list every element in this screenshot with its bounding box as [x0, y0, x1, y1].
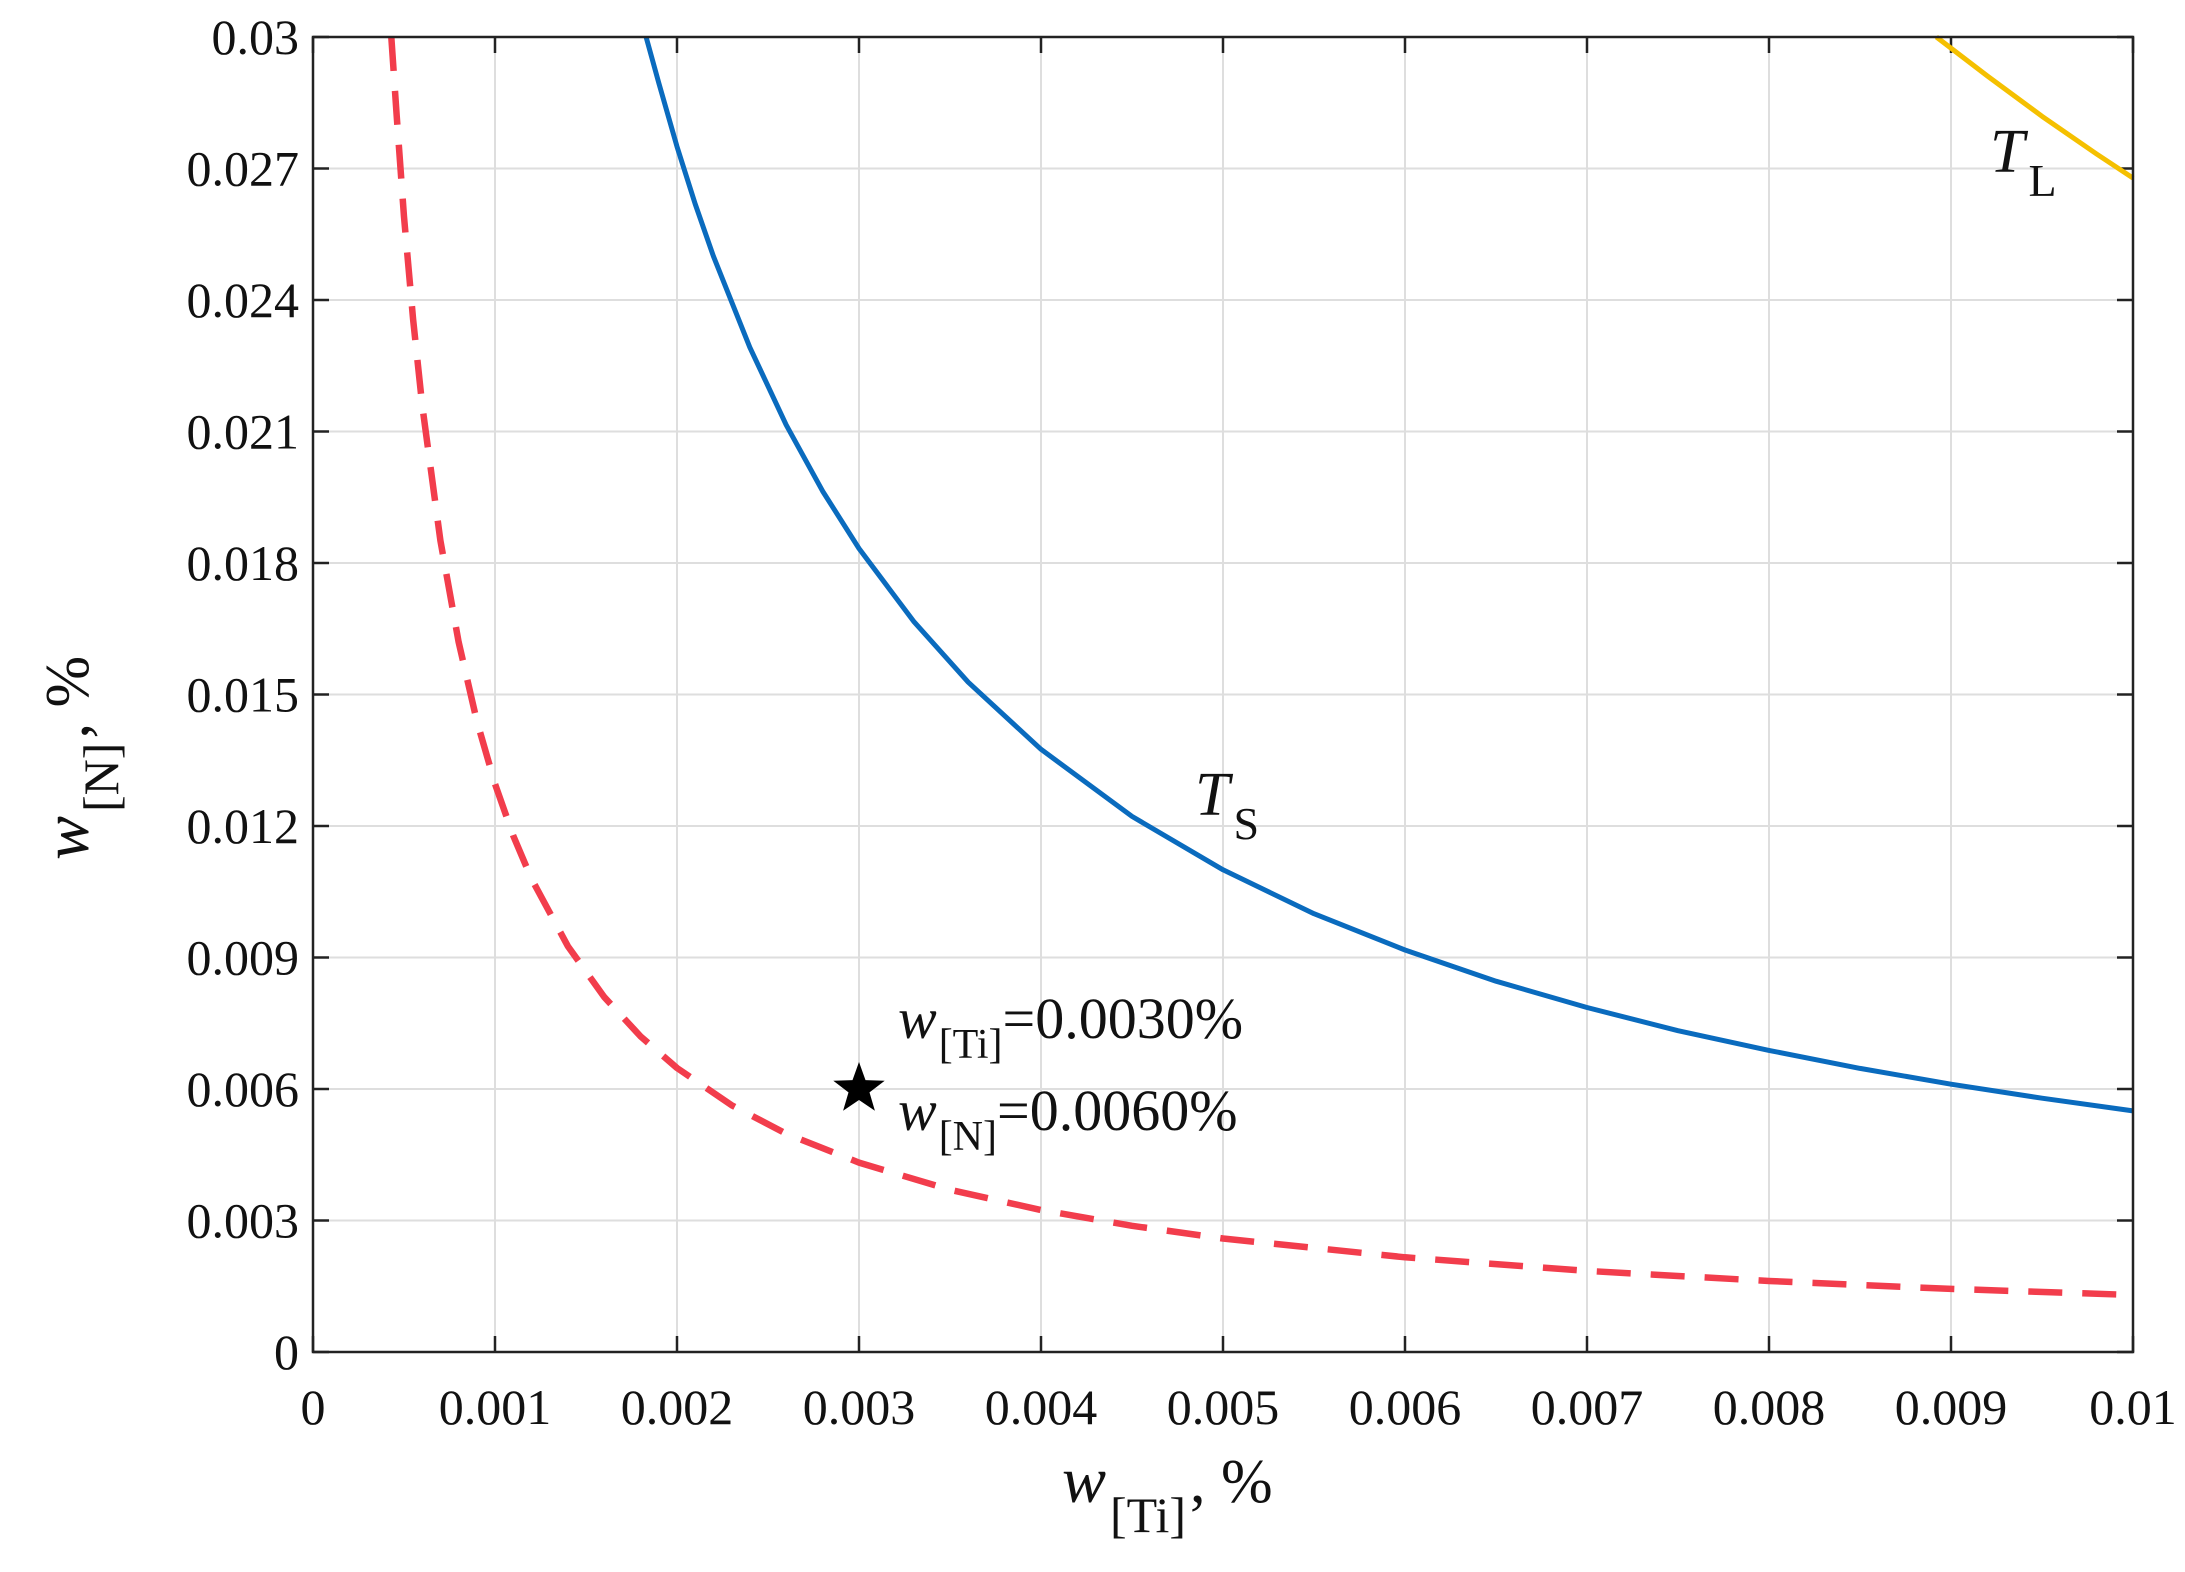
annot-ti-value: =0.0030% — [1003, 986, 1244, 1051]
y-tick-labels: 0 0.003 0.006 0.009 0.012 0.015 0.018 0.021 0.02… — [187, 9, 300, 1380]
star-marker — [833, 1062, 885, 1111]
curve-label-ts-sub: S — [1233, 798, 1259, 849]
annot-n-main: w — [898, 1078, 937, 1143]
y-tick-label: 0.015 — [187, 667, 300, 723]
series-ts-line — [643, 36, 2134, 1114]
y-tick-label: 0.03 — [212, 9, 300, 65]
annot-n: w[N]=0.0060% — [898, 1078, 1238, 1160]
series-tl-line — [1934, 35, 2135, 181]
plot-frame — [311, 35, 2135, 1354]
y-tick-label: 0.009 — [187, 930, 300, 986]
x-axis-label-sub: [Ti] — [1110, 1487, 1186, 1543]
x-tick-label: 0.001 — [439, 1379, 552, 1435]
curve-label-tl: TL — [1990, 118, 2057, 206]
annot-ti-main: w — [898, 986, 937, 1051]
x-tick-label: 0.007 — [1531, 1379, 1644, 1435]
y-tick-label: 0.027 — [187, 141, 300, 197]
x-axis-label: w[Ti], % — [1062, 1444, 1273, 1543]
x-tick-label: 0.008 — [1713, 1379, 1826, 1435]
series-lines — [388, 35, 2135, 1299]
x-tick-label: 0.005 — [1167, 1379, 1280, 1435]
y-axis-label-main: w — [30, 816, 103, 860]
annot-ti: w[Ti]=0.0030% — [898, 986, 1243, 1068]
annot-ti-sub: [Ti] — [939, 1022, 1003, 1068]
y-tick-label: 0.021 — [187, 404, 300, 460]
grid-lines — [313, 37, 2133, 1352]
y-tick-label: 0.024 — [187, 272, 300, 328]
x-tick-label: 0.009 — [1895, 1379, 2008, 1435]
y-tick-label: 0.006 — [187, 1061, 300, 1117]
x-tick-label: 0.003 — [803, 1379, 916, 1435]
curve-label-tl-main: T — [1990, 118, 2029, 186]
annot-n-value: =0.0060% — [997, 1078, 1238, 1143]
y-axis-label-sub: [N] — [73, 743, 129, 812]
x-axis-label-main: w — [1062, 1444, 1106, 1517]
point-group — [833, 1062, 885, 1111]
curve-label-ts-main: T — [1195, 761, 1234, 829]
y-tick-label: 0.012 — [187, 798, 300, 854]
x-tick-label: 0.006 — [1349, 1379, 1462, 1435]
y-tick-label: 0 — [274, 1324, 299, 1380]
x-axis-label-unit: , % — [1190, 1448, 1273, 1516]
y-tick-label: 0.018 — [187, 535, 300, 591]
y-axis-label: w[N], % — [30, 656, 129, 860]
curve-label-ts: TS — [1195, 761, 1259, 849]
x-tick-labels: 0 0.001 0.002 0.003 0.004 0.005 0.006 0.007 0.00… — [301, 1379, 2177, 1435]
x-tick-label: 0.01 — [2089, 1379, 2177, 1435]
x-tick-label: 0 — [301, 1379, 326, 1435]
x-tick-label: 0.002 — [621, 1379, 734, 1435]
curve-label-tl-sub: L — [2028, 155, 2056, 206]
y-axis-label-unit: , % — [34, 656, 102, 739]
series-dashed-line — [388, 36, 2134, 1299]
annot-n-sub: [N] — [939, 1114, 997, 1160]
x-tick-label: 0.004 — [985, 1379, 1098, 1435]
y-tick-label: 0.003 — [187, 1193, 300, 1249]
